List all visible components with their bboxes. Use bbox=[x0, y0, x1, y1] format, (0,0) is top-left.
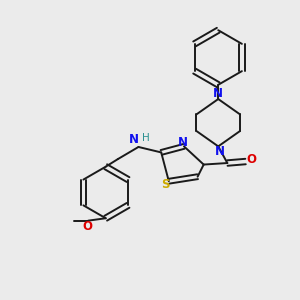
Text: N: N bbox=[129, 133, 139, 146]
Text: O: O bbox=[82, 220, 92, 232]
Text: N: N bbox=[178, 136, 188, 148]
Text: S: S bbox=[161, 178, 170, 191]
Text: N: N bbox=[213, 87, 223, 100]
Text: H: H bbox=[142, 133, 150, 143]
Text: O: O bbox=[247, 153, 256, 166]
Text: N: N bbox=[214, 145, 224, 158]
